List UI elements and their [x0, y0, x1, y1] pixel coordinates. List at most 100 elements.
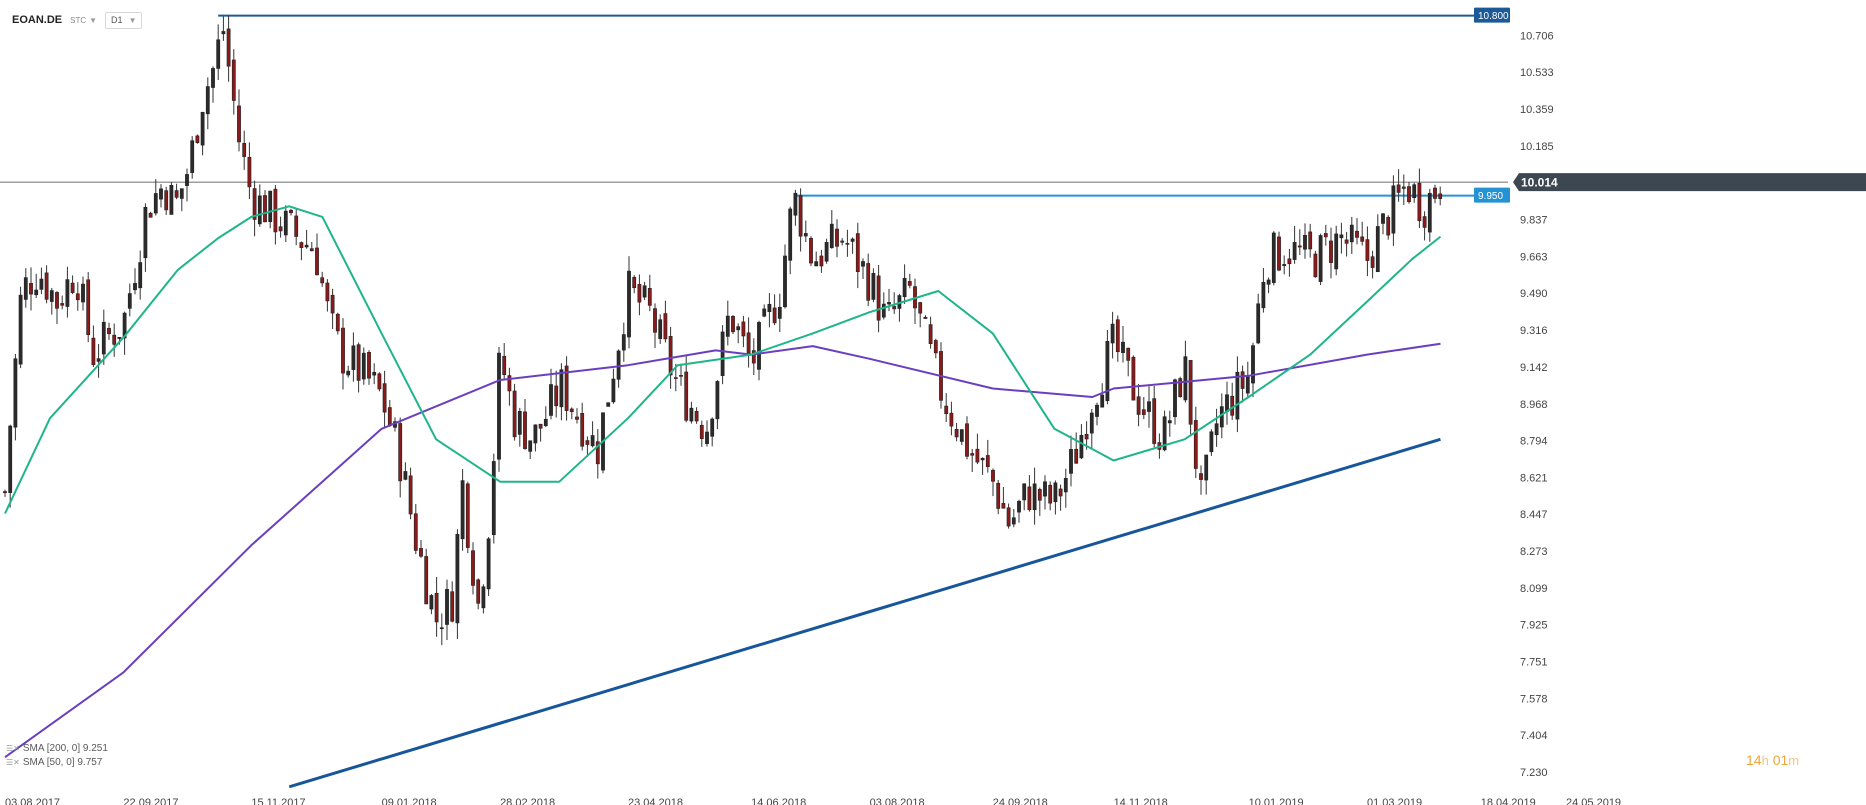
candle-body: [39, 278, 44, 290]
candle-body: [122, 312, 127, 339]
candle-body: [632, 276, 637, 288]
countdown-hours: 14: [1746, 752, 1762, 768]
y-tick-label: 7.925: [1520, 620, 1548, 632]
x-tick-label: 23.04.2018: [628, 797, 683, 805]
candle-body: [549, 384, 553, 416]
candle-body: [533, 424, 538, 444]
candle-body: [1089, 412, 1094, 434]
candle-body: [850, 238, 855, 242]
candle-body: [263, 195, 267, 223]
candle-body: [398, 423, 403, 482]
candle-body: [783, 255, 787, 308]
y-tick-label: 7.404: [1520, 730, 1548, 742]
candle-body: [1360, 236, 1365, 242]
x-tick-label: 22.09.2017: [123, 797, 178, 805]
candle-body: [1412, 184, 1417, 199]
candle-body: [1214, 423, 1219, 436]
candle-body: [855, 233, 860, 273]
candle-body: [377, 373, 382, 390]
candle-body: [476, 579, 481, 604]
candle-body: [502, 355, 507, 376]
level-tag: [1474, 7, 1510, 23]
candle-body: [814, 261, 819, 267]
candle-body: [772, 307, 777, 324]
candle-body: [445, 588, 449, 625]
candle-body: [1292, 242, 1297, 260]
candle-body: [34, 289, 39, 296]
candle-body: [1422, 216, 1427, 228]
candle-body: [720, 331, 725, 376]
candle-body: [959, 429, 964, 442]
candle-body: [595, 441, 600, 465]
candle-body: [725, 315, 730, 337]
candle-body: [372, 371, 377, 376]
candle-body: [512, 390, 517, 438]
indicator-settings-icon[interactable]: ☰✕: [6, 758, 20, 767]
candle-body: [460, 480, 465, 540]
candle-body: [1225, 394, 1229, 412]
candle-body: [481, 586, 486, 609]
x-tick-label: 01.03.2019: [1367, 797, 1422, 805]
candle-body: [824, 242, 829, 262]
candle-body: [1391, 185, 1396, 234]
x-tick-label: 03.08.2017: [5, 797, 60, 805]
candle-body: [1058, 488, 1063, 497]
candle-body: [1084, 433, 1089, 440]
candle-body: [1282, 264, 1287, 266]
candle-body: [1022, 483, 1027, 501]
candle-body: [606, 402, 611, 407]
candle-body: [523, 411, 527, 449]
chart-type-selector[interactable]: STC ▼: [70, 16, 97, 25]
candle-body: [829, 223, 834, 248]
candle-body: [1032, 483, 1037, 511]
indicator-settings-icon[interactable]: ☰✕: [6, 744, 20, 753]
candle-body: [278, 226, 283, 232]
candle-body: [907, 281, 912, 286]
candle-body: [356, 344, 361, 381]
candle-body: [996, 482, 1001, 509]
candle-body: [268, 190, 273, 222]
legend-item-sma200: ☰✕ SMA [200, 0] 9.251: [6, 742, 108, 756]
candle-body: [840, 240, 845, 243]
candle-body: [1048, 484, 1053, 504]
candle-body: [1386, 216, 1391, 236]
candle-body: [1287, 258, 1292, 265]
candle-body: [933, 340, 938, 354]
candle-body: [575, 416, 579, 420]
candle-body: [710, 418, 715, 437]
timeframe-selector[interactable]: D1 ▼: [105, 11, 143, 29]
x-tick-label: 10.01.2019: [1249, 797, 1304, 805]
candle-body: [1381, 213, 1385, 224]
candle-body: [325, 282, 330, 302]
candle-body: [450, 591, 455, 622]
y-tick-label: 9.837: [1520, 215, 1548, 227]
candle-body: [1131, 356, 1136, 401]
candle-body: [3, 491, 7, 494]
legend-label: SMA [200, 0] 9.251: [22, 743, 108, 754]
candle-body: [1167, 420, 1172, 424]
candle-body: [861, 261, 865, 267]
candle-body: [341, 327, 345, 374]
candle-body: [1261, 281, 1266, 309]
candle-body: [169, 185, 174, 215]
candle-body: [216, 39, 221, 69]
candle-body: [887, 302, 891, 305]
candle-body: [1235, 371, 1240, 420]
candle-body: [1141, 409, 1146, 415]
candle-body: [330, 294, 335, 314]
candle-body: [1339, 234, 1344, 239]
y-tick-label: 10.533: [1520, 67, 1554, 79]
candle-body: [237, 105, 241, 143]
candle-body: [699, 424, 704, 439]
symbol-label[interactable]: EOAN.DE: [12, 14, 63, 26]
candle-body: [242, 143, 247, 157]
candle-body: [647, 288, 652, 306]
candle-body: [1204, 454, 1209, 481]
candle-body: [569, 408, 574, 413]
candle-body: [777, 306, 782, 319]
candle-body: [944, 405, 949, 415]
candle-body: [918, 302, 923, 314]
candle-body: [153, 193, 158, 214]
level-tag-label: 9.950: [1478, 191, 1503, 202]
